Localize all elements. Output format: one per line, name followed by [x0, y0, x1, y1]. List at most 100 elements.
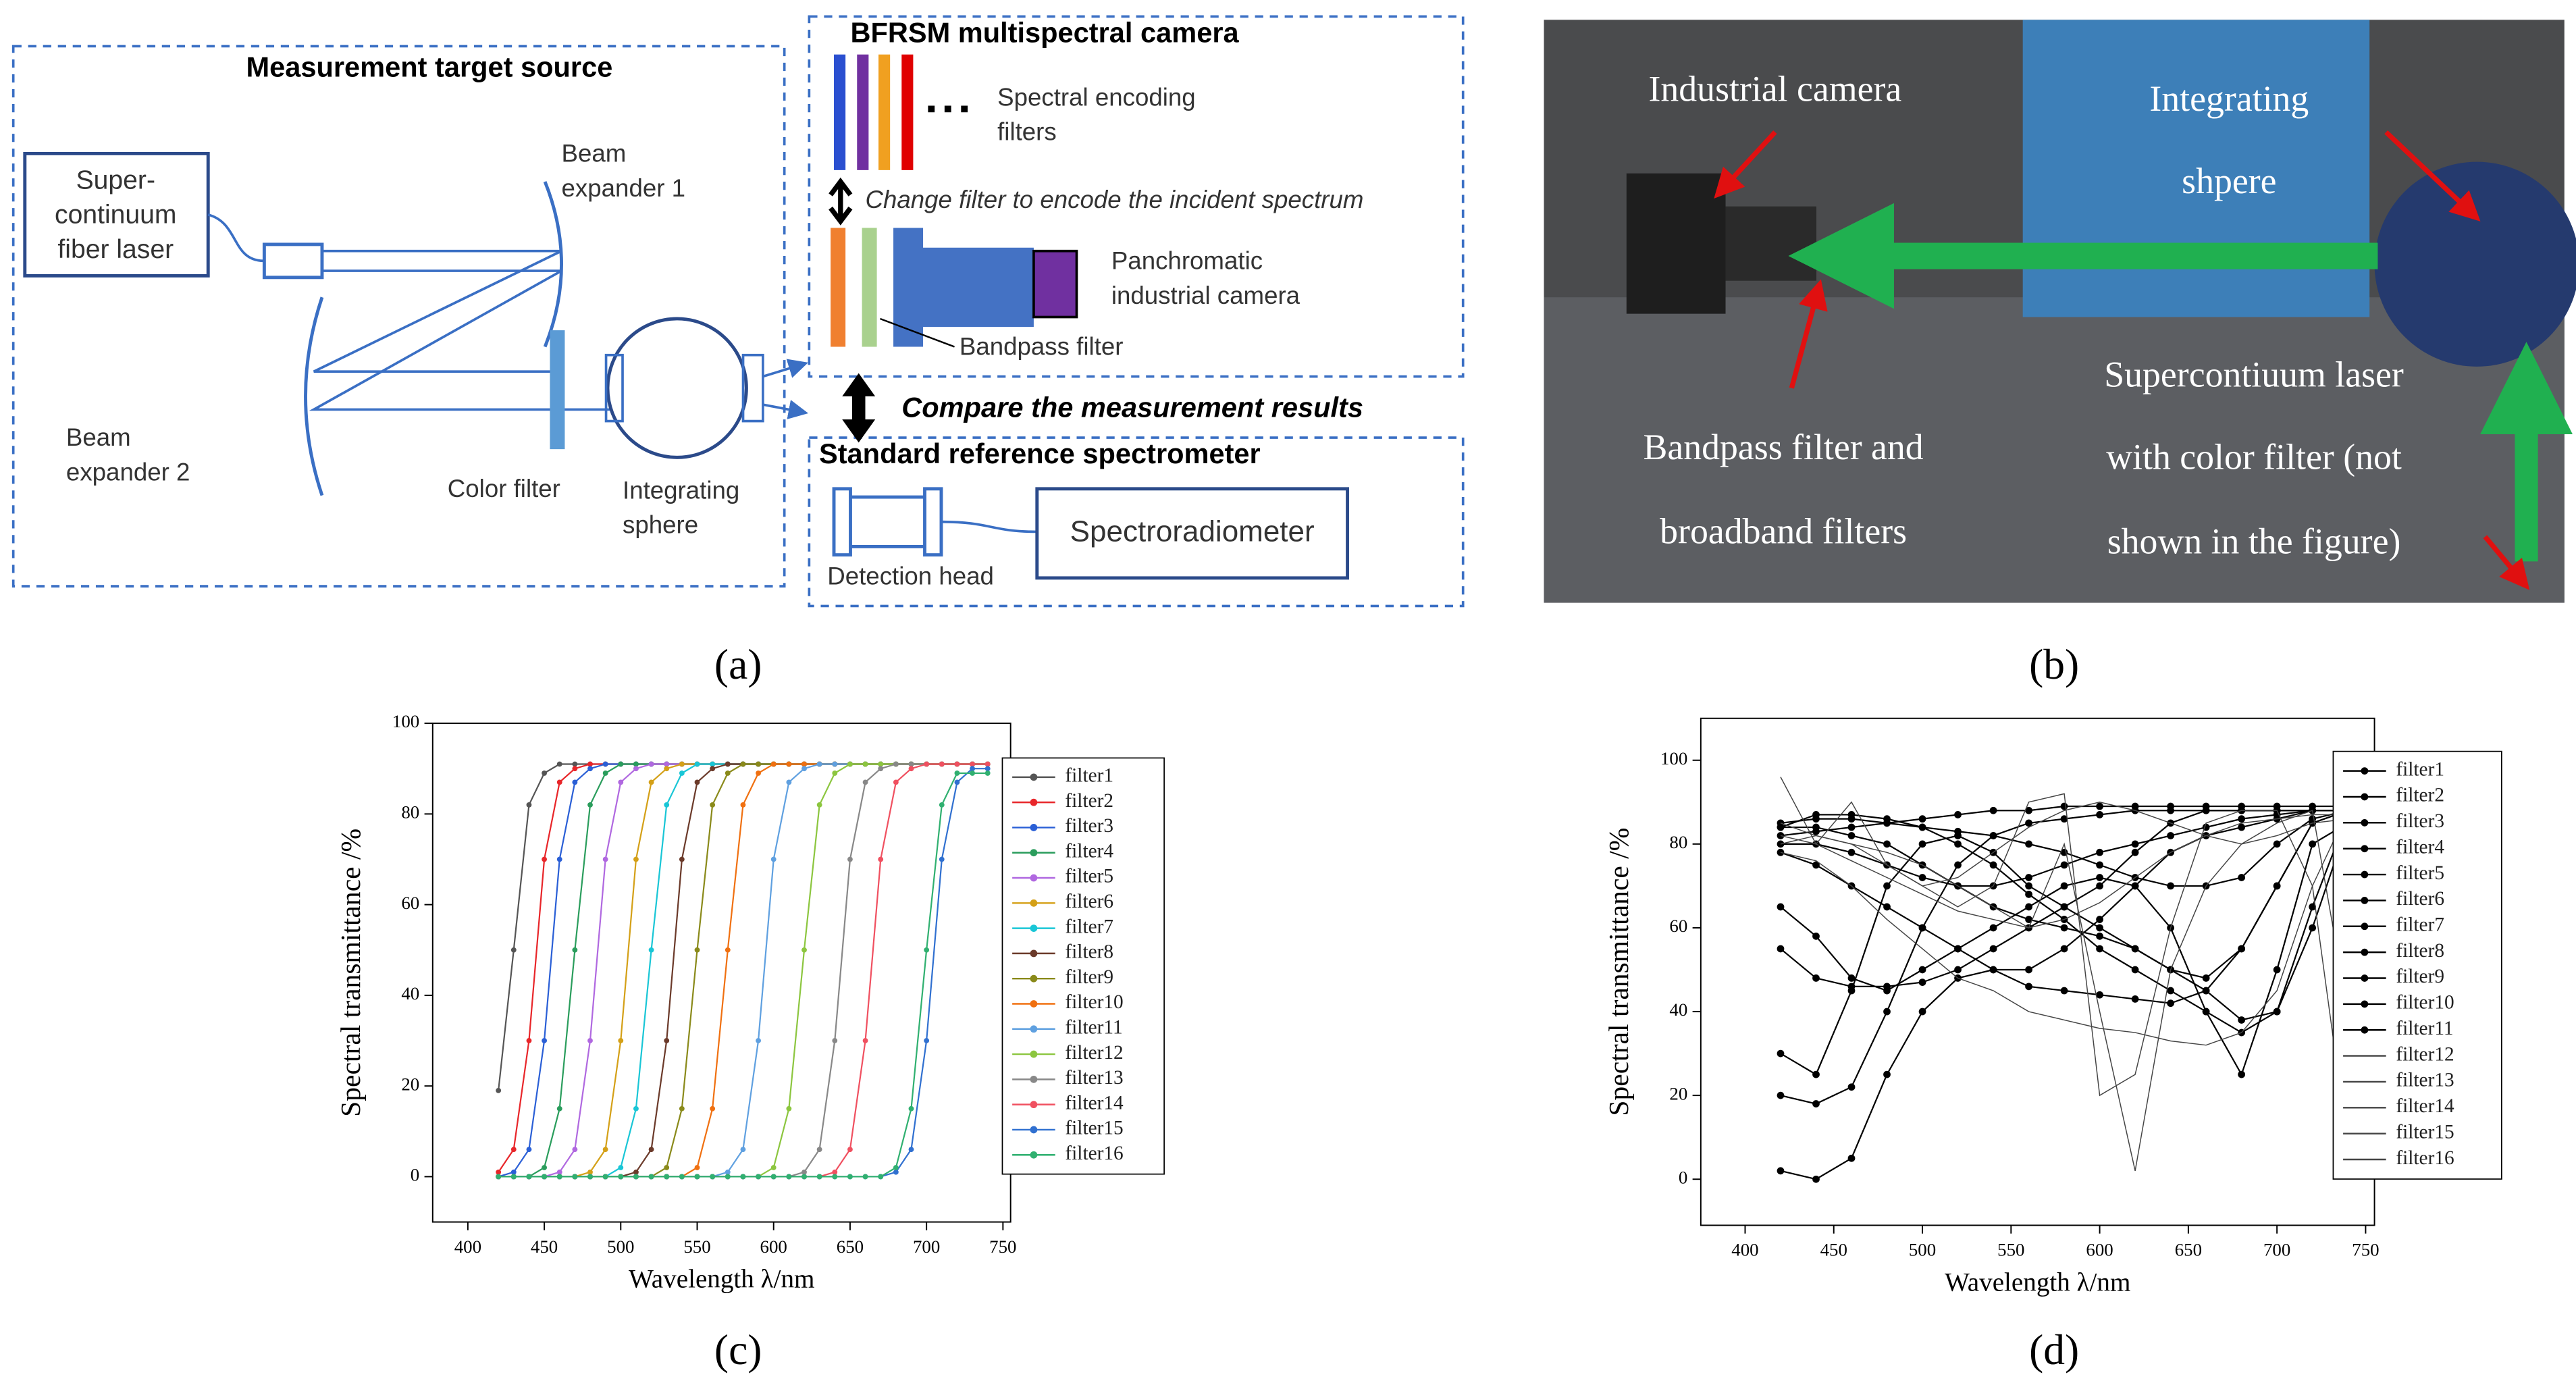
data-point: [1777, 840, 1785, 848]
legend-label: filter14: [2396, 1095, 2454, 1117]
section-title: Standard reference spectrometer: [819, 438, 1261, 469]
data-point: [526, 1147, 532, 1153]
label: Compare the measurement results: [901, 391, 1363, 423]
label: Color filter: [448, 475, 560, 502]
legend-label: filter2: [1065, 790, 1113, 812]
filter-bar: [834, 54, 846, 170]
panel-label: (b): [2029, 640, 2079, 688]
data-point: [2238, 874, 2246, 881]
legend-label: filter15: [1065, 1118, 1123, 1139]
x-axis-label: Wavelength λ/nm: [629, 1265, 814, 1294]
filter-bar: [878, 54, 891, 170]
legend-label: filter7: [2396, 914, 2444, 936]
legend-label: filter15: [2396, 1121, 2454, 1143]
plot-frame: [1700, 717, 2375, 1226]
collimator: [262, 242, 324, 280]
x-tick-label: 700: [2263, 1240, 2290, 1260]
legend-marker: [1030, 974, 1038, 983]
data-point: [832, 1174, 838, 1180]
data-point: [725, 771, 731, 776]
data-point: [939, 761, 945, 767]
data-point: [2025, 840, 2032, 848]
data-point: [664, 766, 670, 772]
data-point: [878, 856, 884, 862]
data-point: [770, 1174, 777, 1180]
data-point: [1954, 861, 1962, 869]
legend-marker: [1030, 824, 1038, 831]
data-point: [694, 947, 700, 953]
photo-label: shpere: [2182, 161, 2276, 201]
data-point: [2202, 974, 2210, 982]
legend-label: filter11: [2396, 1018, 2453, 1039]
series-line: [498, 763, 988, 1178]
legend-marker: [2361, 767, 2369, 775]
camera: [1626, 173, 1726, 314]
legend-marker: [1030, 1151, 1038, 1159]
data-point: [710, 1105, 716, 1112]
data-point: [679, 1174, 685, 1180]
legend-label: filter6: [2396, 888, 2444, 910]
data-point: [2096, 882, 2103, 890]
data-point: [725, 1169, 731, 1175]
data-point: [1954, 827, 1962, 835]
panel-label: (c): [714, 1326, 762, 1374]
data-point: [602, 1174, 608, 1180]
data-point: [756, 1174, 761, 1180]
legend-label: filter16: [1065, 1143, 1123, 1164]
data-point: [908, 761, 914, 767]
camera-box: [808, 15, 1465, 378]
data-point: [572, 766, 578, 772]
data-point: [2309, 903, 2317, 911]
y-tick-label: 100: [392, 711, 419, 731]
data-point: [1812, 974, 1820, 982]
y-tick-label: 0: [411, 1165, 419, 1185]
data-point: [1812, 1175, 1820, 1183]
photo-label: Integrating: [2149, 78, 2309, 119]
legend-label: filter10: [2396, 992, 2454, 1014]
arrow: [762, 359, 808, 378]
legend-label: filter12: [1065, 1042, 1123, 1064]
data-point: [2060, 945, 2068, 953]
data-point: [786, 1174, 792, 1180]
data-point: [740, 1174, 746, 1180]
label: expander 2: [66, 459, 190, 486]
series-line: [498, 763, 988, 1173]
data-point: [1918, 823, 1926, 831]
legend-marker: [2361, 818, 2369, 827]
series-line: [498, 763, 988, 1178]
data-point: [2238, 802, 2246, 810]
data-point: [1989, 832, 1997, 839]
y-tick-label: 20: [401, 1074, 419, 1094]
data-point: [740, 1147, 746, 1153]
data-point: [618, 1165, 624, 1170]
data-point: [633, 761, 639, 767]
data-point: [2309, 802, 2317, 810]
data-point: [862, 1038, 868, 1043]
data-point: [2025, 874, 2032, 881]
data-point: [496, 1087, 502, 1093]
data-point: [710, 766, 716, 772]
y-tick-label: 0: [1679, 1167, 1687, 1187]
data-point: [924, 947, 930, 953]
series-line: [1780, 777, 2348, 1146]
data-point: [1812, 1070, 1820, 1078]
data-point: [2238, 1070, 2246, 1078]
data-point: [602, 771, 608, 776]
red-arrow: [1789, 279, 1828, 389]
data-point: [2025, 890, 2032, 898]
data-point: [2273, 966, 2281, 974]
legend-marker: [1030, 899, 1038, 907]
photo-label: shown in the figure): [2107, 521, 2401, 561]
data-point: [970, 761, 975, 767]
data-point: [572, 1147, 578, 1153]
data-point: [740, 761, 746, 767]
data-point: [602, 856, 608, 862]
data-point: [2096, 811, 2103, 818]
data-point: [939, 802, 945, 808]
legend-label: filter10: [1065, 991, 1123, 1013]
data-point: [2096, 932, 2103, 940]
camera-back: [1032, 249, 1078, 319]
data-point: [1918, 978, 1926, 986]
legend-marker: [2361, 1000, 2369, 1008]
